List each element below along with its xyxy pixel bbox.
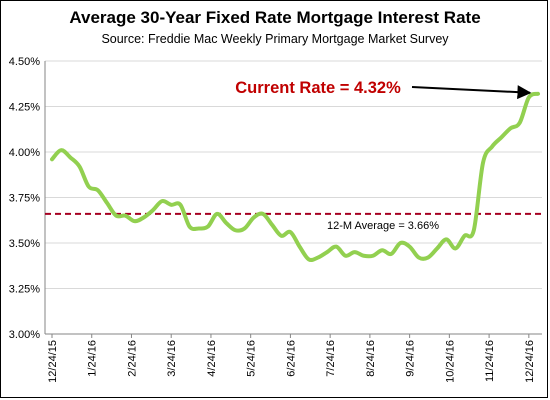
reference-line-group: 12-M Average = 3.66% <box>45 212 542 232</box>
x-tick-label: 9/24/16 <box>405 340 417 377</box>
axes: 3.00% 3.25% 3.50% 3.75% 4.00% 4.25% 4.50% 12/24… <box>9 56 542 383</box>
y-tick-label: 4.25% <box>9 102 40 114</box>
y-tick-label: 3.50% <box>9 238 40 250</box>
callout-group: Current Rate = 4.32% <box>235 79 532 100</box>
x-tick-label: 7/24/16 <box>325 340 337 377</box>
current-rate-callout: Current Rate = 4.32% <box>235 79 401 97</box>
x-tick-label: 3/24/16 <box>166 340 178 377</box>
y-tick-label: 3.00% <box>9 329 40 341</box>
x-tick-label: 6/24/16 <box>285 340 297 377</box>
x-tick-label: 12/24/16 <box>524 340 536 383</box>
average-reference-label: 12-M Average = 3.66% <box>327 220 439 232</box>
y-tick-label: 4.00% <box>9 147 40 159</box>
chart-title: Average 30-Year Fixed Rate Mortgage Inte… <box>69 8 481 27</box>
chart-subtitle: Source: Freddie Mac Weekly Primary Mortg… <box>101 32 449 46</box>
x-tick-label: 8/24/16 <box>365 340 377 377</box>
series-group <box>50 91 540 263</box>
x-tick-label: 11/24/16 <box>484 340 496 382</box>
x-tick-label: 5/24/16 <box>246 340 258 377</box>
y-tick-label: 3.75% <box>9 193 40 205</box>
gridlines <box>45 60 542 335</box>
callout-arrow <box>411 85 532 100</box>
x-tick-label: 4/24/16 <box>206 340 218 377</box>
x-tick-label: 12/24/15 <box>47 340 59 383</box>
x-tick-label: 2/24/16 <box>126 340 138 377</box>
y-tick-label: 4.50% <box>9 56 40 68</box>
x-tick-label: 1/24/16 <box>87 340 99 377</box>
x-tick-label: 10/24/16 <box>444 340 456 383</box>
rate-series-line <box>50 91 540 263</box>
y-tick-label: 3.25% <box>9 284 40 296</box>
